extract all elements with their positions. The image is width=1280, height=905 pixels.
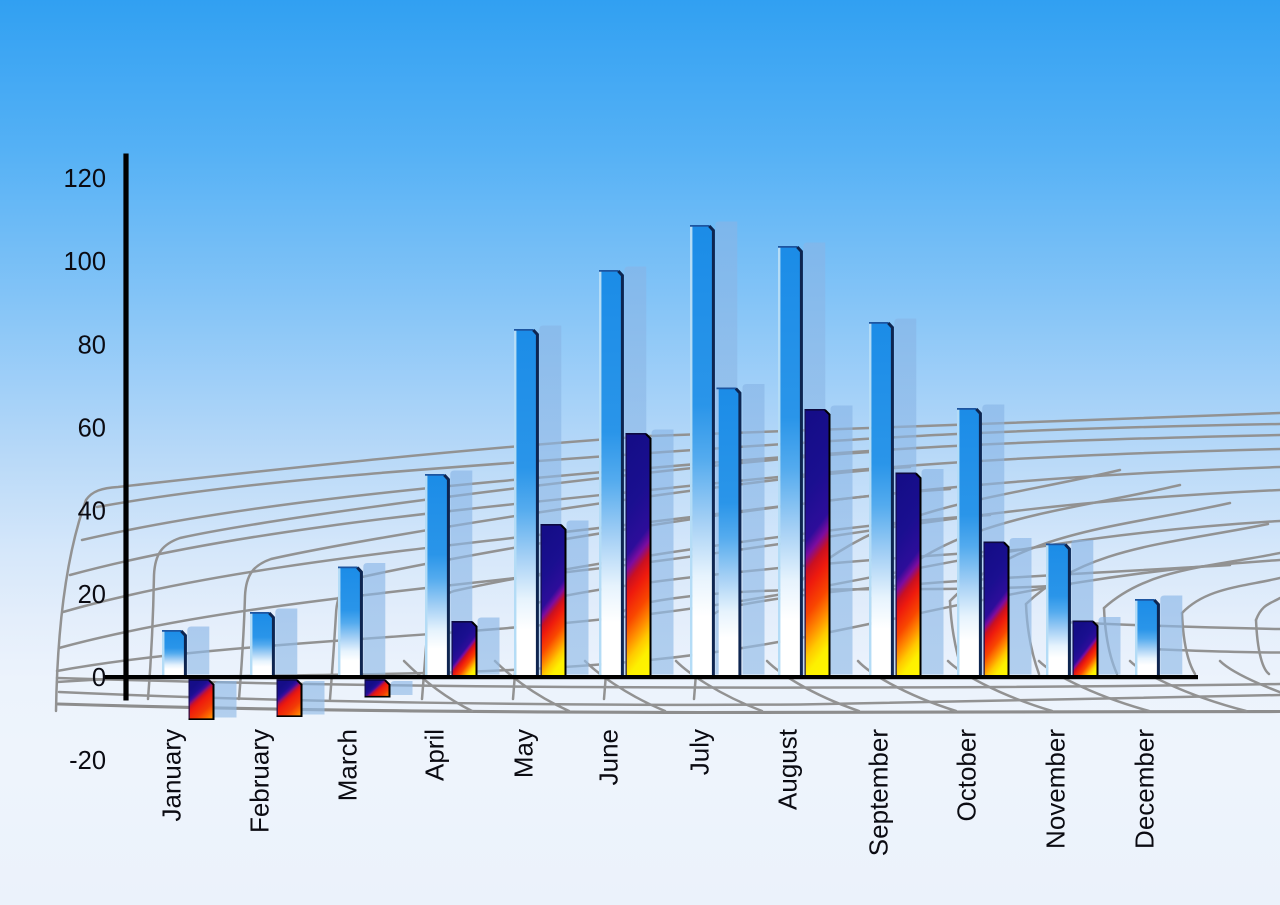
- svg-text:August: August: [772, 728, 802, 810]
- svg-text:February: February: [244, 729, 274, 833]
- svg-text:July: July: [684, 729, 714, 775]
- svg-text:September: September: [863, 729, 893, 857]
- svg-text:-20: -20: [69, 747, 106, 775]
- svg-text:June: June: [593, 729, 623, 785]
- svg-text:December: December: [1129, 729, 1159, 849]
- svg-text:October: October: [951, 729, 981, 822]
- svg-text:January: January: [156, 729, 186, 822]
- svg-text:80: 80: [78, 331, 106, 359]
- svg-text:0: 0: [92, 664, 106, 692]
- svg-text:40: 40: [78, 498, 106, 526]
- svg-text:60: 60: [78, 415, 106, 443]
- svg-text:120: 120: [63, 165, 106, 193]
- svg-text:November: November: [1040, 729, 1070, 849]
- svg-text:100: 100: [63, 248, 106, 276]
- svg-text:May: May: [508, 729, 538, 778]
- svg-text:April: April: [419, 729, 449, 781]
- svg-text:20: 20: [78, 581, 106, 609]
- svg-text:March: March: [332, 729, 362, 801]
